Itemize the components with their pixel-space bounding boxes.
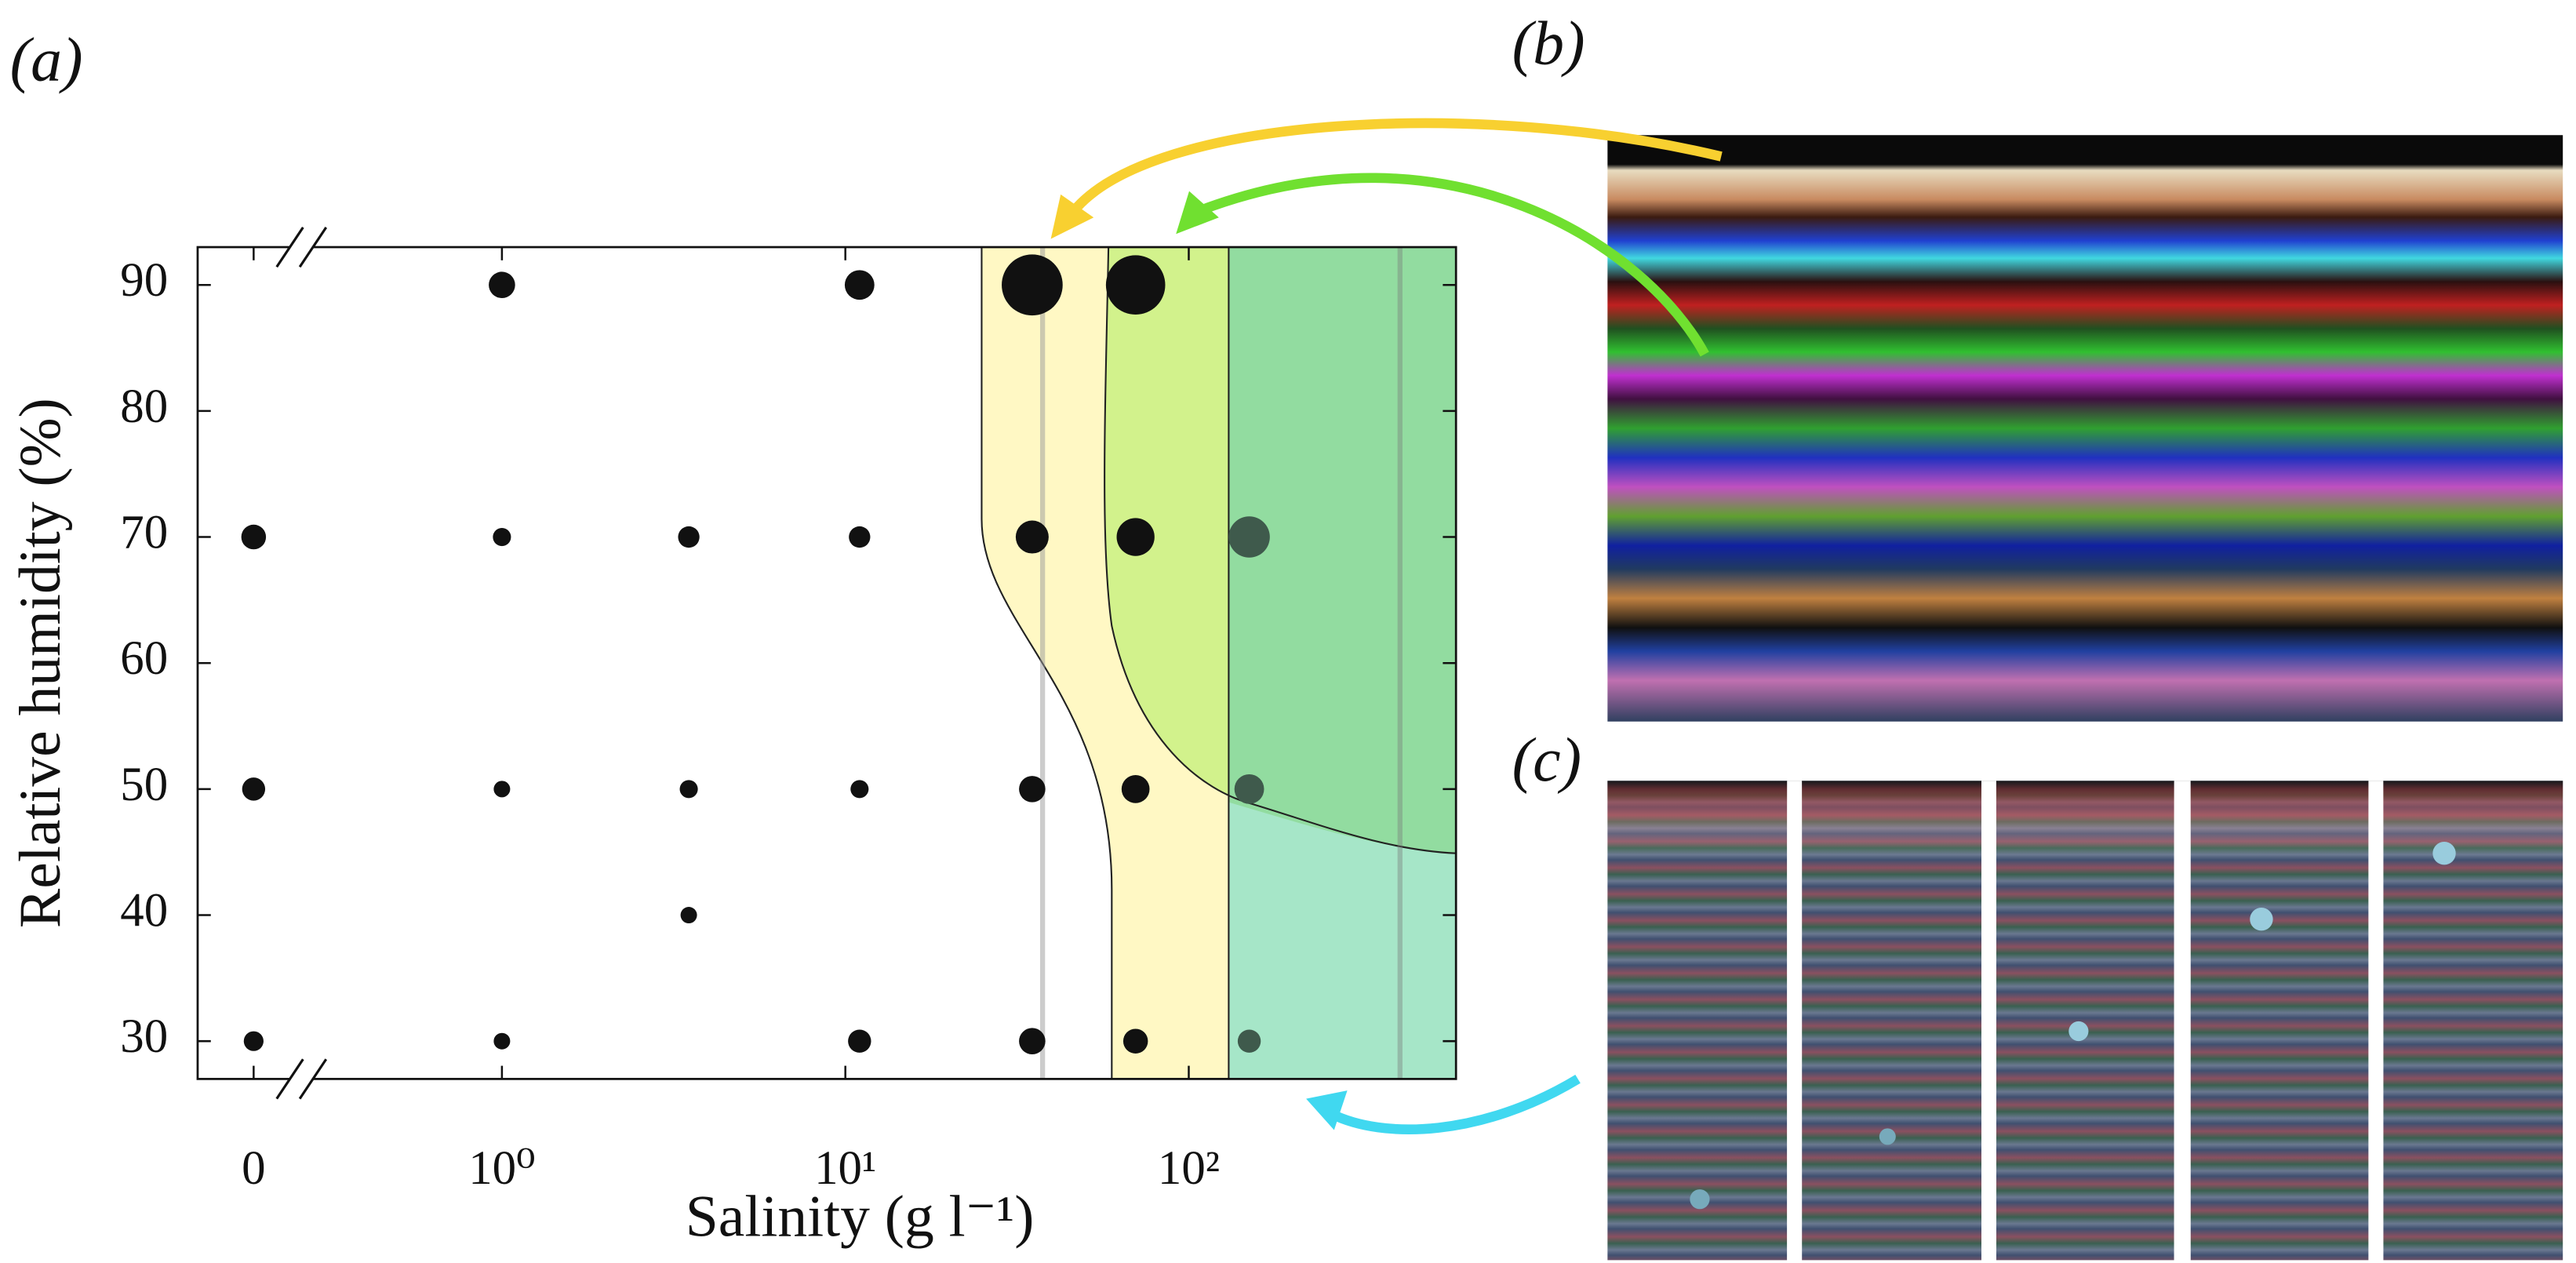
point: [1228, 516, 1270, 558]
bubble: [2250, 908, 2273, 931]
region-border: [1104, 247, 1457, 854]
arrowhead: [1306, 1090, 1348, 1130]
arrow-yellow: [1070, 118, 1723, 214]
point: [243, 1031, 264, 1051]
x-tick-label: 10⁰: [468, 1142, 535, 1195]
bubble: [2432, 842, 2456, 865]
axis-break-gap: [289, 242, 313, 253]
bubble: [2068, 1021, 2089, 1042]
point: [1105, 255, 1166, 315]
y-tick-label: 50: [120, 759, 168, 811]
photo-b: [1607, 135, 2563, 722]
photo-frame: [1996, 781, 2174, 1261]
axis-break-gap: [289, 1074, 313, 1084]
arrowhead: [1050, 194, 1094, 239]
gap: [1787, 781, 1803, 1262]
point: [1237, 1029, 1261, 1053]
point: [680, 907, 697, 924]
axis-break: [275, 226, 304, 268]
point: [848, 1029, 871, 1053]
y-axis-label: Relative humidity (%): [8, 398, 73, 928]
photo-top: [1607, 781, 2563, 857]
axis-break: [298, 1058, 328, 1100]
point: [489, 271, 515, 299]
point: [493, 527, 511, 547]
point: [1121, 775, 1150, 803]
arrows: [1050, 118, 1723, 1134]
point: [1116, 518, 1155, 556]
point: [1002, 254, 1063, 316]
arrow-green: [1197, 173, 1709, 357]
point: [241, 524, 267, 550]
point: [1019, 1028, 1046, 1054]
panel-label: (a): [10, 25, 83, 94]
point: [242, 777, 266, 801]
point: [1015, 520, 1049, 554]
photo-c: [1607, 781, 2563, 1262]
arrowhead: [1176, 191, 1219, 235]
point: [679, 780, 698, 799]
arrow-cyan: [1328, 1075, 1581, 1134]
bubble: [1879, 1128, 1896, 1145]
x-tick-label: 10¹: [814, 1142, 876, 1195]
point: [1019, 776, 1046, 803]
point: [493, 1032, 511, 1050]
plot: 30 40 50 60 70 80 90 0 10⁰ 10¹ 10² Salinity (g l⁻¹)…: [8, 226, 1457, 1249]
y-tick-label: 90: [120, 254, 168, 307]
photo-frame: [1607, 781, 1788, 1261]
x-tick-label: 0: [242, 1142, 265, 1195]
y-tick-label: 70: [120, 507, 168, 559]
gap: [2174, 781, 2191, 1262]
region-green: [1228, 247, 1457, 854]
gap: [1981, 781, 1996, 1262]
photo-frame: [2383, 781, 2563, 1261]
y-tick-label: 60: [120, 632, 168, 685]
point: [493, 781, 511, 798]
photo-frame: [1802, 781, 1981, 1261]
photo-frame: [2190, 781, 2369, 1261]
axis-break: [298, 226, 328, 268]
region-border: [981, 247, 1113, 1079]
point: [1234, 773, 1264, 804]
bubble: [1690, 1189, 1710, 1210]
axis-break: [275, 1058, 304, 1100]
gap: [2368, 781, 2384, 1262]
panel-label: (c): [1512, 726, 1582, 795]
point: [844, 270, 875, 300]
y-tick-label: 80: [120, 380, 168, 433]
y-tick-label: 40: [120, 885, 168, 937]
point: [1122, 1028, 1148, 1054]
point: [850, 780, 869, 799]
panel-label: (b): [1512, 9, 1585, 78]
point: [849, 526, 871, 548]
x-tick-label: 10²: [1158, 1142, 1220, 1195]
regions: [981, 247, 1457, 1079]
x-axis-label: Salinity (g l⁻¹): [686, 1184, 1035, 1249]
y-tick-label: 30: [120, 1010, 168, 1063]
point: [678, 526, 700, 548]
